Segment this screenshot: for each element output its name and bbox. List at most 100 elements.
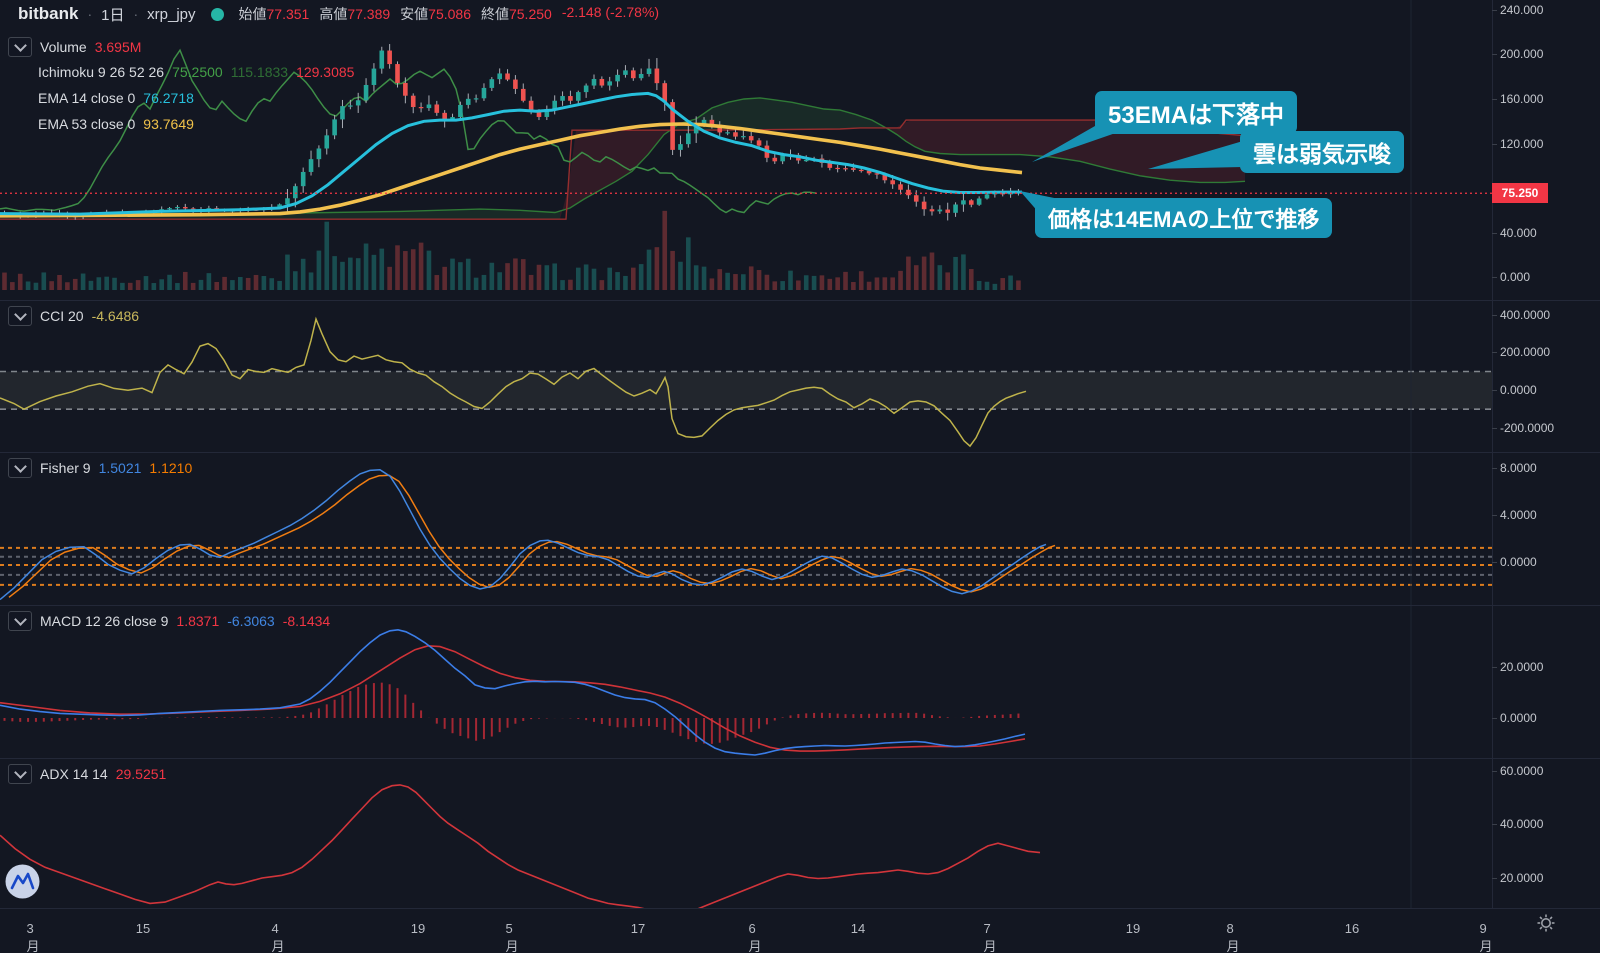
fisher-panel[interactable] [0, 469, 1492, 601]
legend-row-ema53: EMA 53 close 0 93.7649 [38, 116, 194, 132]
time-axis-label[interactable]: 6月 [748, 921, 762, 953]
callout-53ema-falling[interactable]: 53EMAは下落中 [1095, 91, 1298, 134]
header-separator: · [87, 6, 93, 22]
collapse-pane-button[interactable] [8, 458, 32, 478]
price-axis-label[interactable]: 0.0000 [1500, 711, 1537, 725]
legend-row-volume: Volume 3.695M [8, 37, 141, 57]
macd-line-value: -6.3063 [227, 613, 275, 629]
price-axis-label[interactable]: 240.000 [1500, 3, 1544, 17]
axis-tick [1492, 144, 1497, 145]
price-axis-label[interactable]: -200.0000 [1500, 421, 1555, 435]
chevron-down-icon [13, 39, 27, 52]
macd-line [0, 628, 1026, 756]
time-axis-label[interactable]: 4月 [271, 921, 285, 953]
price-axis-label[interactable]: 200.0000 [1500, 345, 1551, 359]
legend-row-macd: MACD 12 26 close 9 1.8371 -6.3063 -8.143… [8, 611, 330, 631]
price-axis-label[interactable]: 160.000 [1500, 92, 1544, 106]
price-axis-label[interactable]: 0.0000 [1500, 383, 1537, 397]
adx-panel[interactable] [0, 784, 1041, 914]
symbol-name[interactable]: xrp_jpy [147, 5, 196, 23]
legend-row-fisher: Fisher 9 1.5021 1.1210 [8, 458, 192, 478]
legend-row-adx: ADX 14 14 29.5251 [8, 764, 166, 784]
symbol-header: bitbank · 1日 · xrp_jpy 始値77.351 高値77.389… [0, 0, 659, 28]
open-value: 77.351 [266, 6, 310, 22]
ohlc-readout: 始値77.351 高値77.389 安値75.086 終値75.250 -2.1… [239, 4, 660, 24]
time-axis-label[interactable]: 17 [630, 921, 646, 936]
time-axis-label[interactable]: 3月 [26, 921, 40, 953]
axis-tick [1492, 428, 1497, 429]
collapse-pane-button[interactable] [8, 764, 32, 784]
price-axis-label[interactable]: 4.0000 [1500, 508, 1537, 522]
macd-hist-value: 1.8371 [176, 613, 220, 629]
axis-tick [1492, 390, 1497, 391]
collapse-pane-button[interactable] [8, 611, 32, 631]
high-value: 77.389 [347, 6, 391, 22]
axis-settings-gear-icon[interactable] [1536, 913, 1556, 933]
axis-tick [1492, 10, 1497, 11]
collapse-pane-button[interactable] [8, 306, 32, 326]
chevron-down-icon [13, 308, 27, 321]
time-axis-label[interactable]: 9月 [1479, 921, 1493, 953]
price-axis-label[interactable]: 0.0000 [1500, 555, 1537, 569]
ema53-line [0, 122, 1023, 218]
indicator-label[interactable]: CCI 20 [40, 308, 84, 324]
time-axis-label[interactable]: 14 [850, 921, 866, 936]
fisher-trigger-value: 1.1210 [149, 460, 193, 476]
cci-value: -4.6486 [91, 308, 140, 324]
time-axis-label[interactable]: 19 [410, 921, 426, 936]
price-axis-label[interactable]: 20.0000 [1500, 871, 1544, 885]
callout-price-above-14ema[interactable]: 価格は14EMAの上位で推移 [1035, 198, 1333, 238]
main-price-panel[interactable] [0, 44, 1492, 290]
volume-bars [2, 210, 1021, 290]
price-axis-label[interactable]: 40.0000 [1500, 817, 1544, 831]
axis-tick [1492, 277, 1497, 278]
price-axis-label[interactable]: 8.0000 [1500, 461, 1537, 475]
price-axis-label[interactable]: 200.000 [1500, 47, 1544, 61]
open-label: 始値 [238, 6, 267, 22]
time-axis-label[interactable]: 19 [1125, 921, 1141, 936]
time-axis-label[interactable]: 5月 [505, 921, 519, 953]
ema14-value: 76.2718 [143, 90, 194, 106]
axis-tick [1492, 718, 1497, 719]
axis-tick [1492, 771, 1497, 772]
time-axis-label[interactable]: 7月 [983, 921, 997, 953]
indicator-label[interactable]: MACD 12 26 close 9 [40, 613, 169, 629]
price-axis-label[interactable]: 60.0000 [1500, 764, 1544, 778]
macd-panel[interactable] [0, 628, 1026, 756]
indicator-label[interactable]: Fisher 9 [40, 460, 91, 476]
price-axis-label[interactable]: 40.000 [1500, 226, 1537, 240]
time-axis-label[interactable]: 15 [135, 921, 151, 936]
volume-value: 3.695M [94, 39, 142, 55]
tradingview-logo[interactable] [4, 863, 41, 900]
price-axis-label[interactable]: 120.000 [1500, 137, 1544, 151]
indicator-label[interactable]: Volume [40, 39, 87, 55]
cci-panel[interactable] [0, 316, 1492, 448]
legend-row-ichimoku: Ichimoku 9 26 52 26 75.2500 115.1833 129… [38, 64, 354, 80]
indicator-label[interactable]: Ichimoku 9 26 52 26 [38, 64, 165, 80]
macd-signal-line [0, 644, 1026, 752]
cci-line [0, 316, 1027, 448]
macd-histogram [3, 682, 1020, 744]
exchange-name[interactable]: bitbank [18, 4, 79, 23]
market-status-dot [210, 7, 224, 21]
price-axis-label[interactable]: 20.0000 [1500, 660, 1544, 674]
collapse-pane-button[interactable] [8, 37, 32, 57]
indicator-label[interactable]: EMA 53 close 0 [38, 116, 136, 132]
callout-cloud-bearish[interactable]: 雲は弱気示唆 [1240, 131, 1404, 173]
ichimoku-senkou-a-value: 115.1833 [230, 64, 289, 80]
chikou-span-line [0, 48, 817, 214]
time-axis-label[interactable]: 8月 [1226, 921, 1240, 953]
time-axis-label[interactable]: 16 [1344, 921, 1360, 936]
ichimoku-chikou-value: 75.2500 [172, 64, 223, 80]
price-axis-label[interactable]: 0.000 [1500, 270, 1531, 284]
chevron-down-icon [13, 766, 27, 779]
price-axis-label[interactable]: 400.0000 [1500, 308, 1551, 322]
indicator-label[interactable]: ADX 14 14 [40, 766, 108, 782]
timeframe-selector[interactable]: 1日 [101, 6, 125, 24]
legend-row-cci: CCI 20 -4.6486 [8, 306, 139, 326]
indicator-label[interactable]: EMA 14 close 0 [38, 90, 136, 106]
close-label: 終値 [480, 6, 509, 22]
